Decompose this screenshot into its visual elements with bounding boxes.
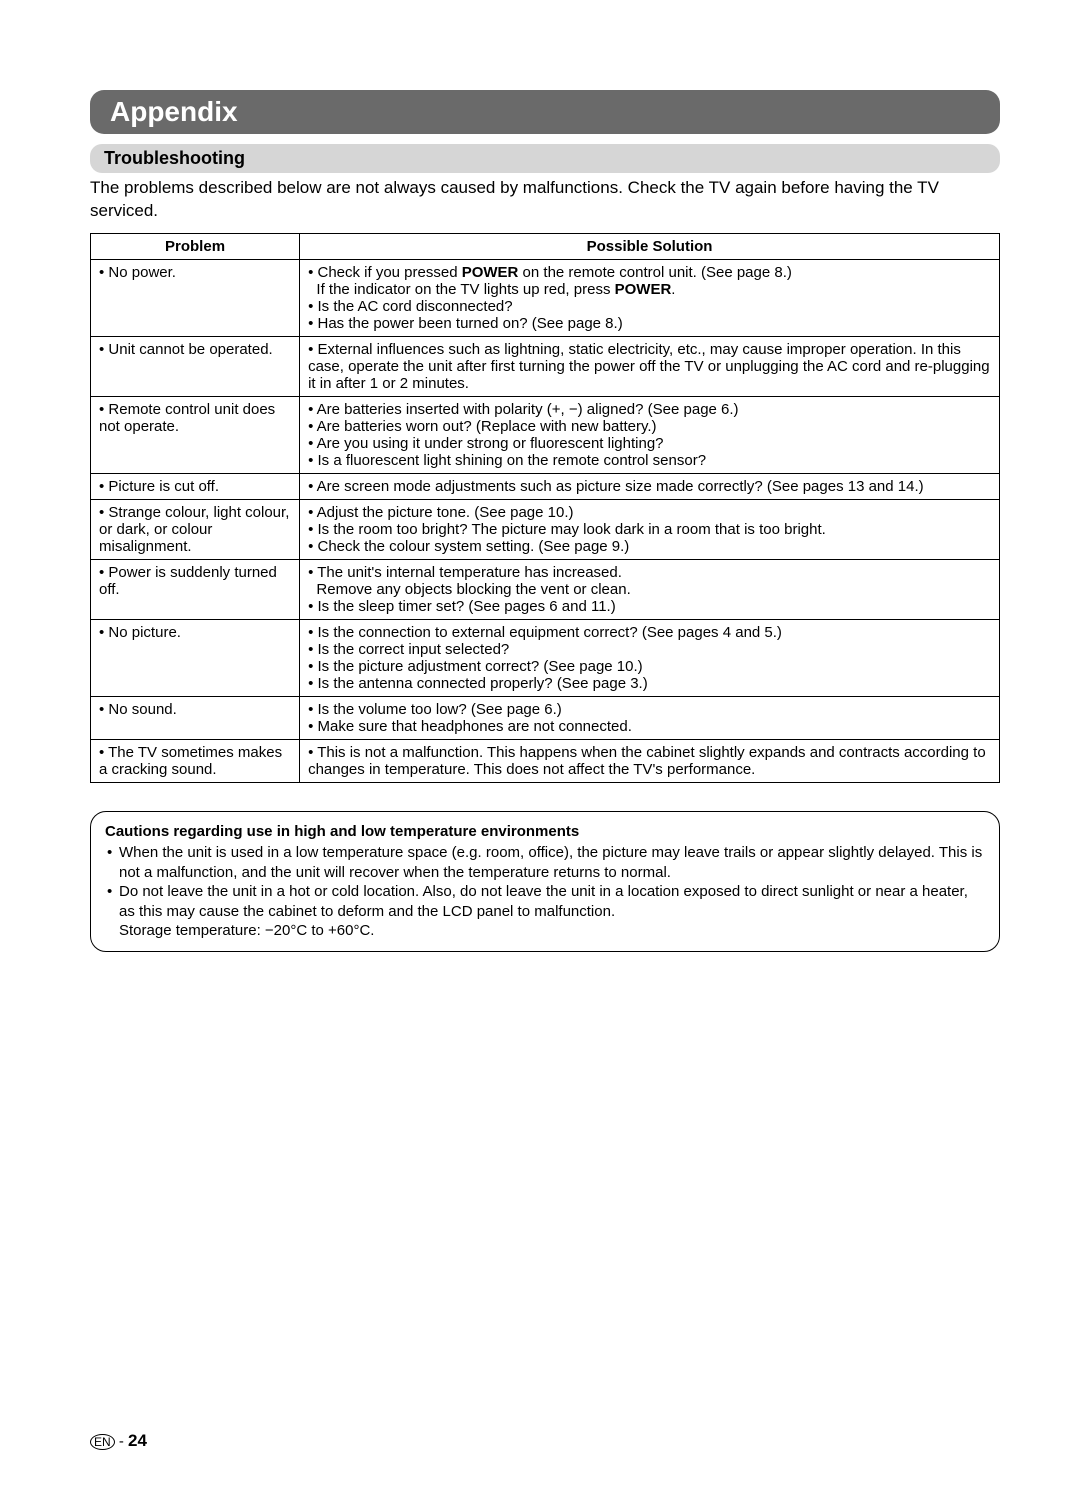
problem-cell: • No sound. bbox=[91, 696, 300, 739]
solution-cell: • Adjust the picture tone. (See page 10.… bbox=[300, 499, 1000, 559]
problem-cell: • No power. bbox=[91, 259, 300, 336]
footer-sep: - bbox=[115, 1433, 128, 1450]
caution-item: Do not leave the unit in a hot or cold l… bbox=[119, 882, 985, 941]
solution-cell: • The unit's internal temperature has in… bbox=[300, 559, 1000, 619]
col-header-solution: Possible Solution bbox=[300, 233, 1000, 259]
problem-cell: • Power is suddenly turned off. bbox=[91, 559, 300, 619]
solution-cell: • Are batteries inserted with polarity (… bbox=[300, 396, 1000, 473]
table-row: • No picture.• Is the connection to exte… bbox=[91, 619, 1000, 696]
problem-cell: • Unit cannot be operated. bbox=[91, 336, 300, 396]
intro-text: The problems described below are not alw… bbox=[90, 177, 1000, 223]
caution-box: Cautions regarding use in high and low t… bbox=[90, 811, 1000, 952]
caution-list: When the unit is used in a low temperatu… bbox=[105, 843, 985, 941]
solution-cell: • Are screen mode adjustments such as pi… bbox=[300, 473, 1000, 499]
solution-cell: • Is the volume too low? (See page 6.)• … bbox=[300, 696, 1000, 739]
section-header: Appendix bbox=[90, 90, 1000, 134]
solution-cell: • Check if you pressed POWER on the remo… bbox=[300, 259, 1000, 336]
subsection-header: Troubleshooting bbox=[90, 144, 1000, 173]
col-header-problem: Problem bbox=[91, 233, 300, 259]
table-row: • Remote control unit does not operate.•… bbox=[91, 396, 1000, 473]
problem-cell: • No picture. bbox=[91, 619, 300, 696]
table-body: • No power.• Check if you pressed POWER … bbox=[91, 259, 1000, 782]
table-row: • Picture is cut off.• Are screen mode a… bbox=[91, 473, 1000, 499]
caution-title: Cautions regarding use in high and low t… bbox=[105, 822, 985, 842]
table-row: • No power.• Check if you pressed POWER … bbox=[91, 259, 1000, 336]
table-header-row: Problem Possible Solution bbox=[91, 233, 1000, 259]
caution-item: When the unit is used in a low temperatu… bbox=[119, 843, 985, 882]
problem-cell: • The TV sometimes makes a cracking soun… bbox=[91, 739, 300, 782]
solution-cell: • Is the connection to external equipmen… bbox=[300, 619, 1000, 696]
problem-cell: • Remote control unit does not operate. bbox=[91, 396, 300, 473]
page-number: EN - 24 bbox=[90, 1431, 147, 1451]
table-row: • Power is suddenly turned off.• The uni… bbox=[91, 559, 1000, 619]
solution-cell: • External influences such as lightning,… bbox=[300, 336, 1000, 396]
page-content: Appendix Troubleshooting The problems de… bbox=[0, 0, 1080, 992]
table-row: • No sound.• Is the volume too low? (See… bbox=[91, 696, 1000, 739]
troubleshooting-table: Problem Possible Solution • No power.• C… bbox=[90, 233, 1000, 783]
problem-cell: • Strange colour, light colour, or dark,… bbox=[91, 499, 300, 559]
solution-cell: • This is not a malfunction. This happen… bbox=[300, 739, 1000, 782]
problem-cell: • Picture is cut off. bbox=[91, 473, 300, 499]
table-row: • Unit cannot be operated.• External inf… bbox=[91, 336, 1000, 396]
page-num-value: 24 bbox=[128, 1431, 147, 1450]
table-row: • Strange colour, light colour, or dark,… bbox=[91, 499, 1000, 559]
lang-code: EN bbox=[90, 1434, 115, 1450]
table-row: • The TV sometimes makes a cracking soun… bbox=[91, 739, 1000, 782]
